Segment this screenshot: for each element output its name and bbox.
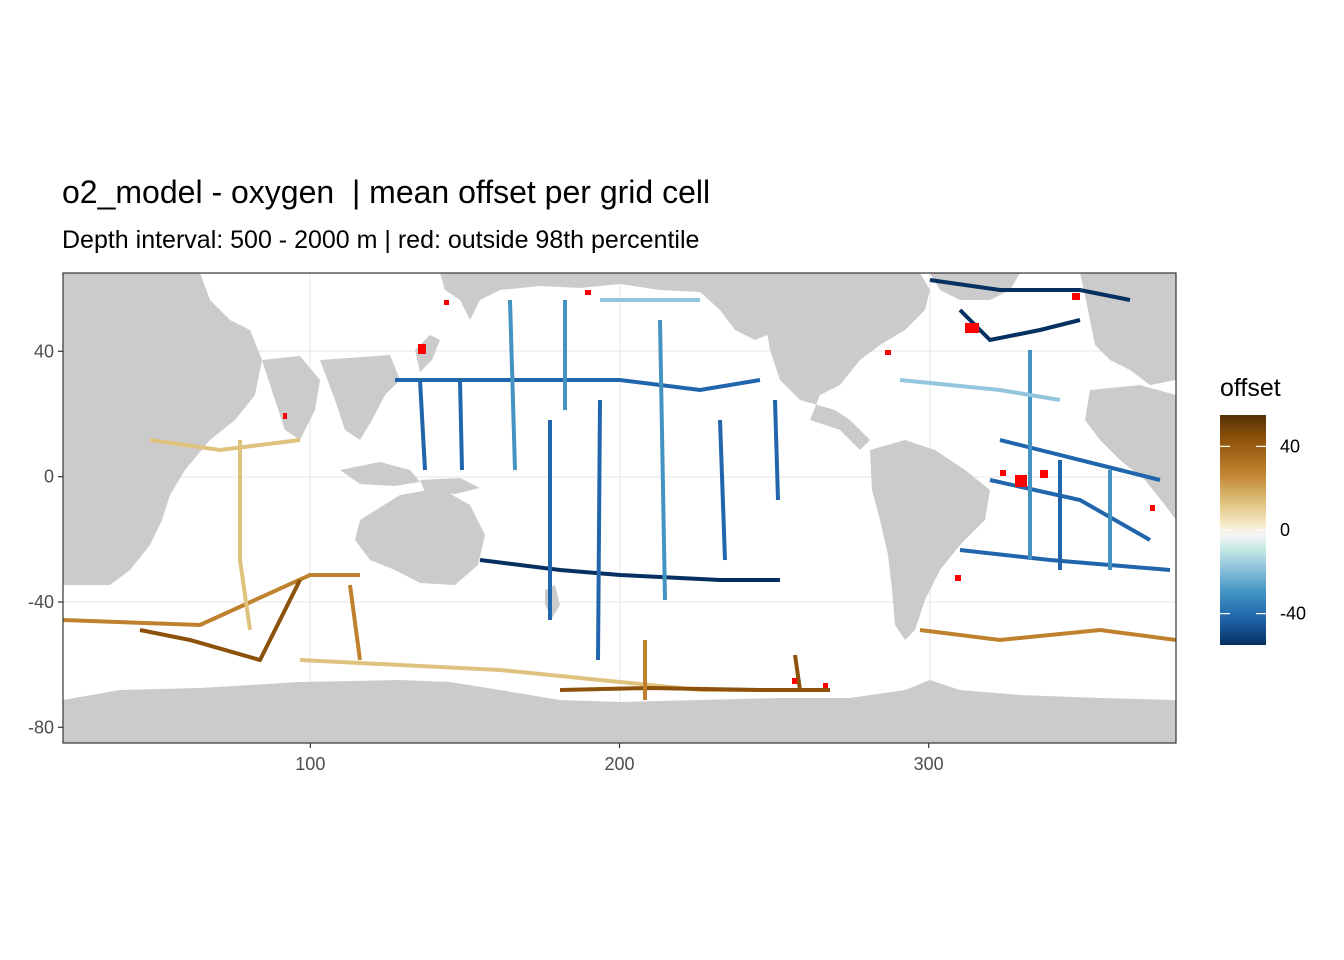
x-tick-label: 300 — [914, 754, 944, 774]
x-axis: 100 200 300 — [295, 743, 944, 774]
outlier-cells — [283, 290, 1155, 688]
legend-ticks: 40 0 -40 — [1220, 436, 1306, 624]
x-tick-label: 200 — [604, 754, 634, 774]
y-tick-label: 0 — [44, 467, 54, 487]
legend-tick-label: -40 — [1280, 604, 1306, 624]
legend: offset 40 0 -40 — [1220, 374, 1306, 645]
y-axis: 40 0 -40 -80 — [28, 341, 63, 737]
y-tick-label: -80 — [28, 717, 54, 737]
chart-subtitle: Depth interval: 500 - 2000 m | red: outs… — [62, 226, 700, 254]
y-tick-label: -40 — [28, 592, 54, 612]
chart-title: o2_model - oxygen | mean offset per grid… — [62, 174, 711, 210]
x-tick-label: 100 — [295, 754, 325, 774]
y-tick-label: 40 — [34, 341, 54, 361]
offset-tracks — [63, 278, 1176, 700]
legend-tick-label: 0 — [1280, 520, 1290, 540]
legend-title: offset — [1220, 374, 1281, 402]
land — [63, 273, 1176, 743]
legend-tick-label: 40 — [1280, 436, 1300, 456]
